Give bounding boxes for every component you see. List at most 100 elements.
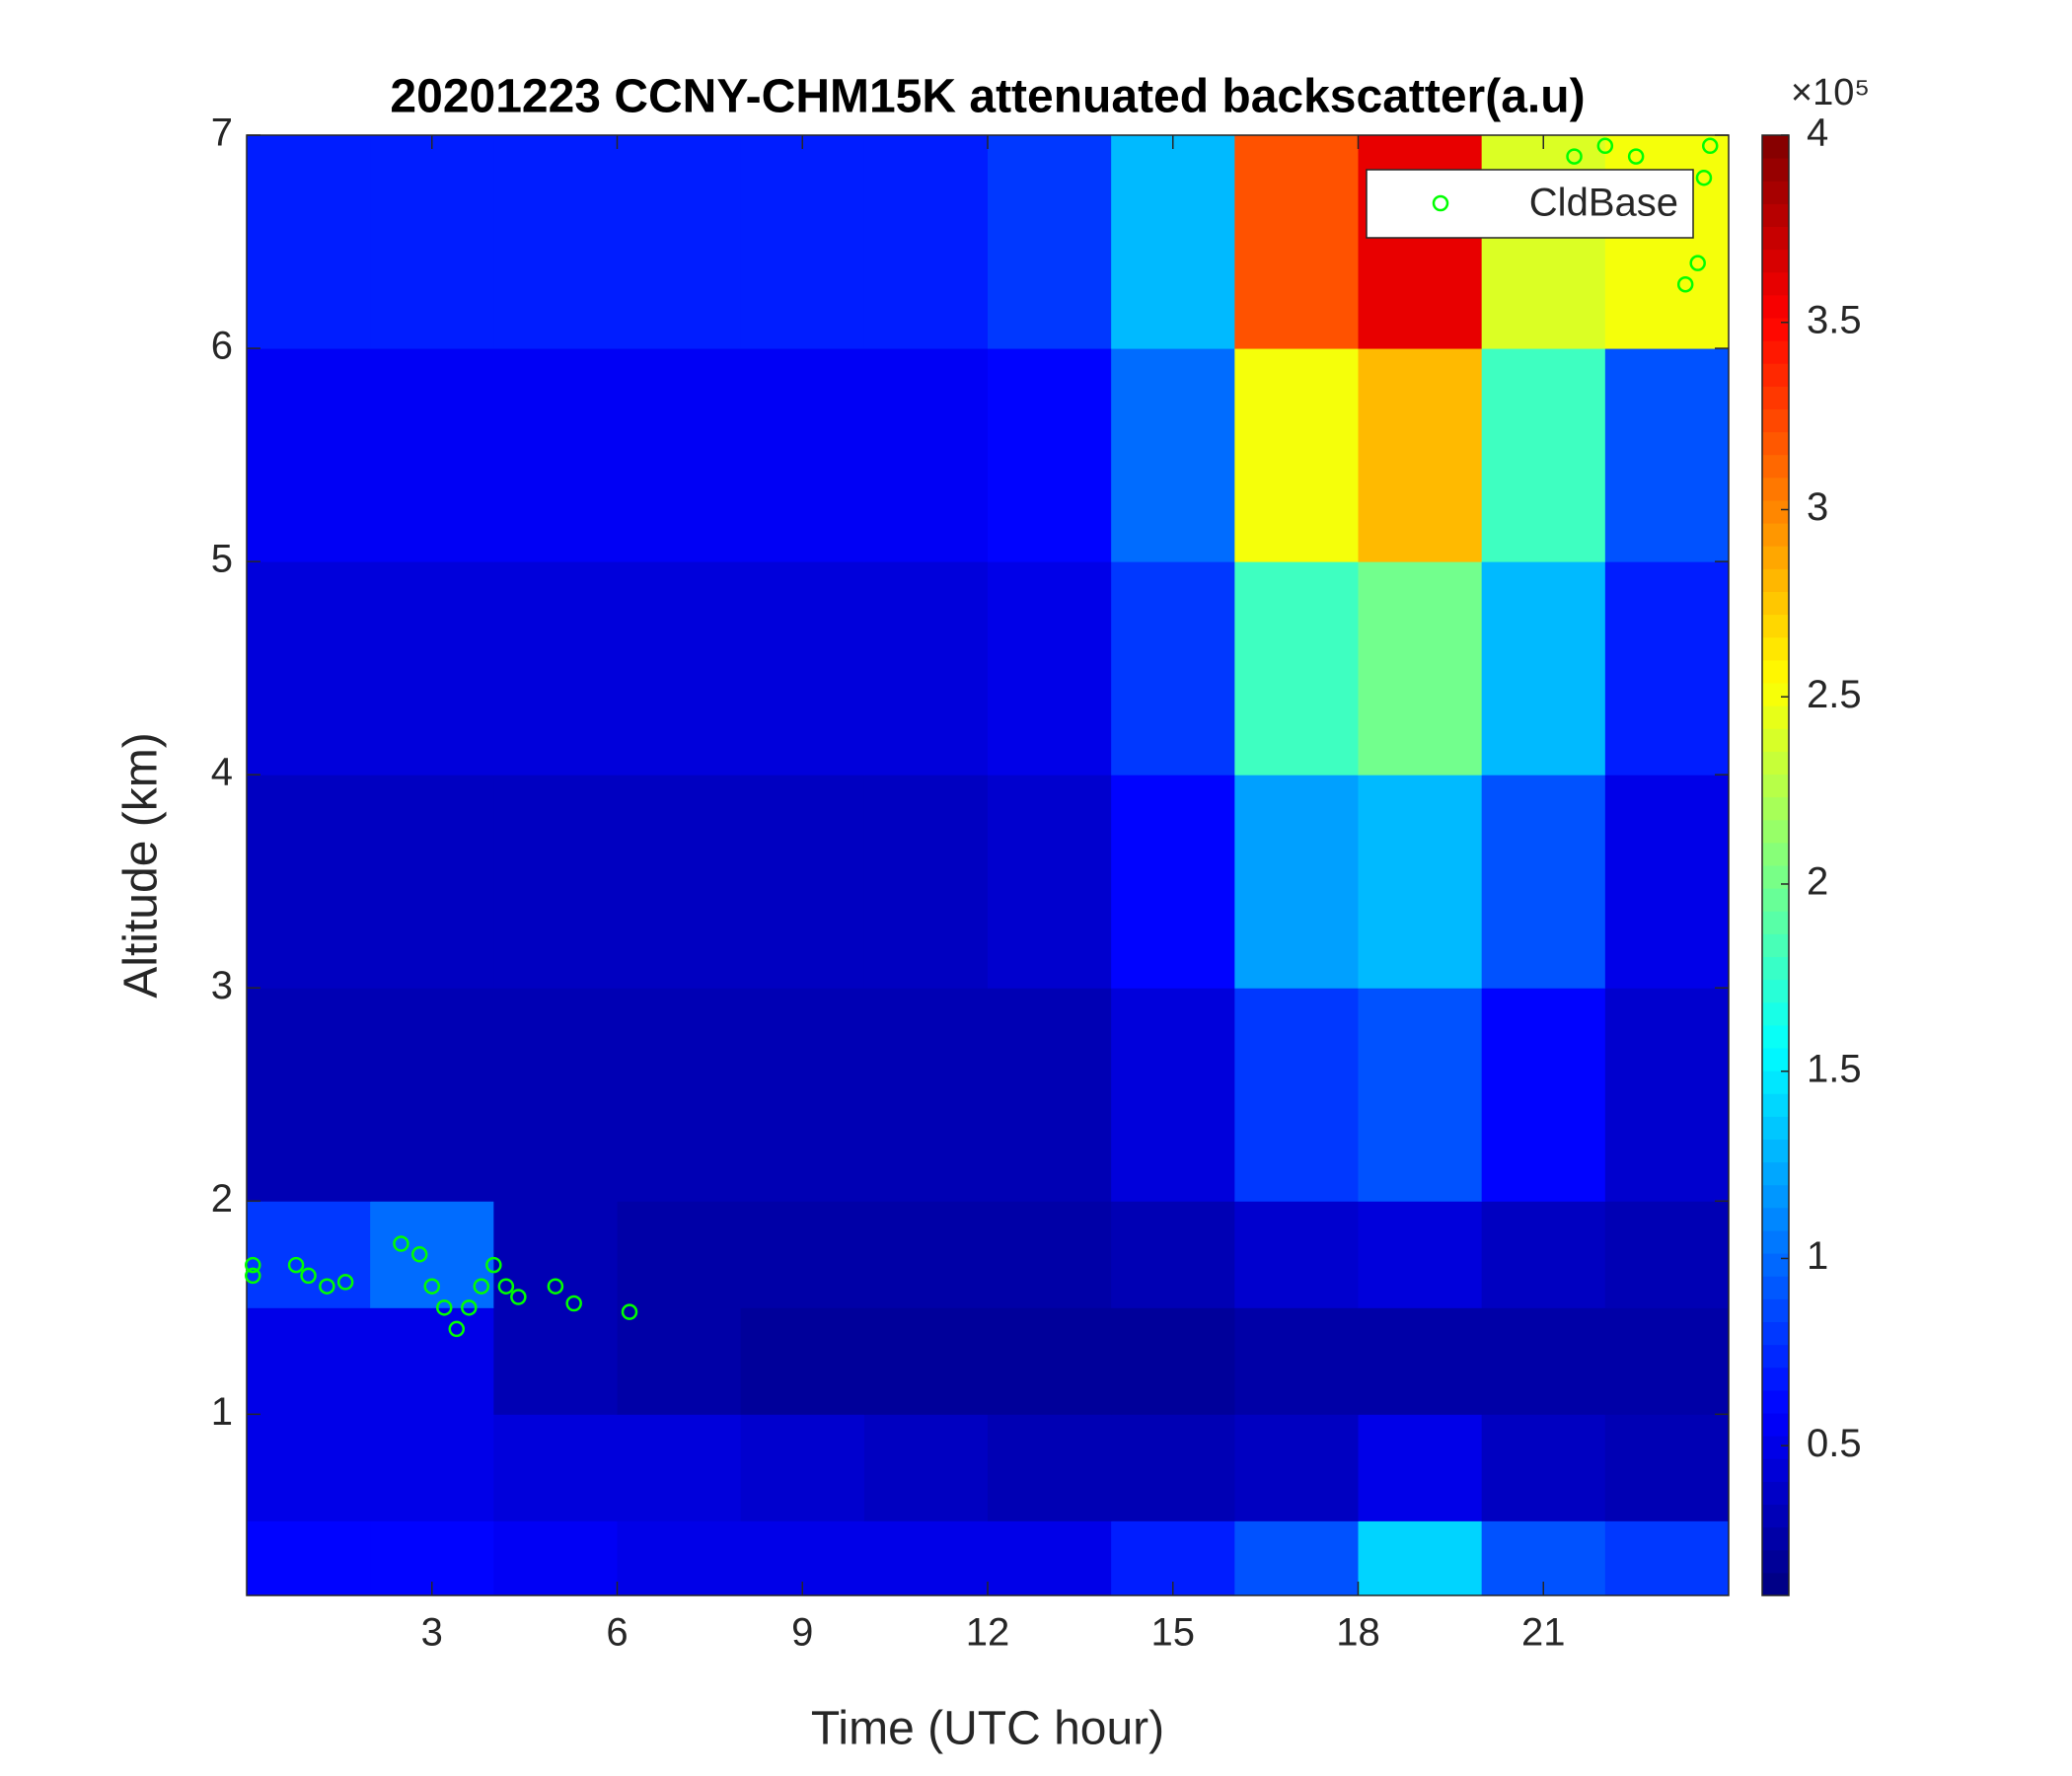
x-tick-label: 9 xyxy=(791,1611,813,1655)
heatmap-cell xyxy=(493,348,618,562)
colorbar-segment xyxy=(1762,979,1789,1003)
heatmap-cell xyxy=(617,775,742,989)
colorbar-segment xyxy=(1762,454,1789,479)
heatmap-cell xyxy=(863,1520,989,1596)
heatmap-cell xyxy=(617,135,742,349)
heatmap-cell xyxy=(988,1201,1112,1308)
heatmap-cell xyxy=(863,1307,989,1415)
colorbar-segment xyxy=(1762,363,1789,387)
heatmap-cell xyxy=(740,135,865,349)
x-tick-label: 6 xyxy=(606,1611,628,1655)
colorbar-segment xyxy=(1762,386,1789,409)
colorbar-segment xyxy=(1762,683,1789,706)
y-tick-label: 4 xyxy=(211,751,233,794)
heatmap-cell xyxy=(1604,135,1730,349)
colorbar-segment xyxy=(1762,568,1789,592)
colorbar-segment xyxy=(1762,1344,1789,1369)
colorbar-segment xyxy=(1762,636,1789,661)
cloud-base-point xyxy=(245,1256,261,1274)
colorbar-segment xyxy=(1762,181,1789,204)
cloud-base-point xyxy=(423,1278,440,1295)
cloud-base-point xyxy=(461,1299,478,1316)
heatmap-cell xyxy=(617,561,742,776)
heatmap-cell xyxy=(863,135,989,349)
cloud-base-point xyxy=(1566,148,1583,165)
heatmap-cell xyxy=(1604,348,1730,562)
colorbar-tick-label: 2 xyxy=(1807,860,1828,904)
heatmap-cell xyxy=(1358,1201,1483,1308)
colorbar-segment xyxy=(1762,1298,1789,1322)
heatmap-cell xyxy=(1358,988,1483,1202)
heatmap-cell xyxy=(1604,1414,1730,1521)
heatmap-cell xyxy=(863,348,989,562)
colorbar-tick-label: 0.5 xyxy=(1807,1422,1862,1465)
heatmap-cell xyxy=(247,775,371,989)
colorbar-segment xyxy=(1762,1549,1789,1574)
heatmap-cell xyxy=(1604,988,1730,1202)
colorbar-segment xyxy=(1762,523,1789,547)
heatmap-cell xyxy=(1358,135,1483,349)
colorbar-segment xyxy=(1762,911,1789,934)
heatmap-cell xyxy=(1604,1520,1730,1596)
heatmap-cell xyxy=(1358,1520,1483,1596)
cloud-base-point xyxy=(510,1289,527,1305)
heatmap-cell xyxy=(1604,1201,1730,1308)
heatmap-cell xyxy=(1111,988,1235,1202)
cloud-base-point xyxy=(1627,148,1645,165)
heatmap-cell xyxy=(740,1201,865,1308)
colorbar-segment xyxy=(1762,1139,1789,1163)
y-tick-label: 6 xyxy=(211,325,233,368)
colorbar-segment xyxy=(1762,591,1789,616)
cloud-base-point xyxy=(436,1299,453,1316)
colorbar-segment xyxy=(1762,294,1789,319)
x-tick-label: 12 xyxy=(966,1611,1010,1655)
heatmap-cell xyxy=(1604,775,1730,989)
heatmap-cell xyxy=(1234,988,1359,1202)
colorbar-box xyxy=(1761,134,1790,1596)
heatmap-cell xyxy=(247,561,371,776)
colorbar-segment xyxy=(1762,865,1789,889)
cloud-base-point xyxy=(1596,137,1614,155)
heatmap-cell xyxy=(1111,1307,1235,1415)
colorbar-segment xyxy=(1762,1001,1789,1026)
colorbar-tick-label: 1.5 xyxy=(1807,1047,1862,1090)
colorbar-segment xyxy=(1762,1504,1789,1528)
cloud-base-point xyxy=(410,1246,428,1263)
heatmap-cell xyxy=(1234,135,1359,349)
heatmap-cell xyxy=(1604,561,1730,776)
colorbar-segment xyxy=(1762,1413,1789,1437)
heatmap-cell xyxy=(370,561,494,776)
colorbar-segment xyxy=(1762,1367,1789,1391)
colorbar-segment xyxy=(1762,842,1789,866)
cloud-base-point xyxy=(336,1274,354,1291)
heatmap-cell xyxy=(740,348,865,562)
heatmap-cell xyxy=(493,1520,618,1596)
colorbar-segment xyxy=(1762,318,1789,341)
colorbar-segment xyxy=(1762,1048,1789,1072)
colorbar-segment xyxy=(1762,956,1789,981)
cloud-base-point xyxy=(547,1278,564,1295)
cloud-base-point xyxy=(287,1256,305,1274)
heatmap-cell xyxy=(1111,1414,1235,1521)
heatmap-cell xyxy=(493,988,618,1202)
heatmap-cell xyxy=(1358,348,1483,562)
colorbar-segment xyxy=(1762,1184,1789,1209)
cloud-base-point xyxy=(1695,169,1713,186)
heatmap-cell xyxy=(988,135,1112,349)
heatmap-cell xyxy=(1111,135,1235,349)
colorbar-segment xyxy=(1762,203,1789,227)
cloud-base-point xyxy=(621,1303,638,1320)
heatmap-cell xyxy=(247,135,371,349)
heatmap-cell xyxy=(1358,561,1483,776)
heatmap-cell xyxy=(740,561,865,776)
colorbar-tick-label: 3 xyxy=(1807,485,1828,529)
heatmap-cell xyxy=(1111,775,1235,989)
cloud-base-point xyxy=(300,1267,317,1285)
heatmap-cell xyxy=(740,988,865,1202)
heatmap-cell xyxy=(247,348,371,562)
colorbar-segment xyxy=(1762,249,1789,273)
cloud-base-point xyxy=(319,1278,335,1295)
colorbar-segment xyxy=(1762,1253,1789,1277)
colorbar-tick-label: 1 xyxy=(1807,1234,1828,1278)
